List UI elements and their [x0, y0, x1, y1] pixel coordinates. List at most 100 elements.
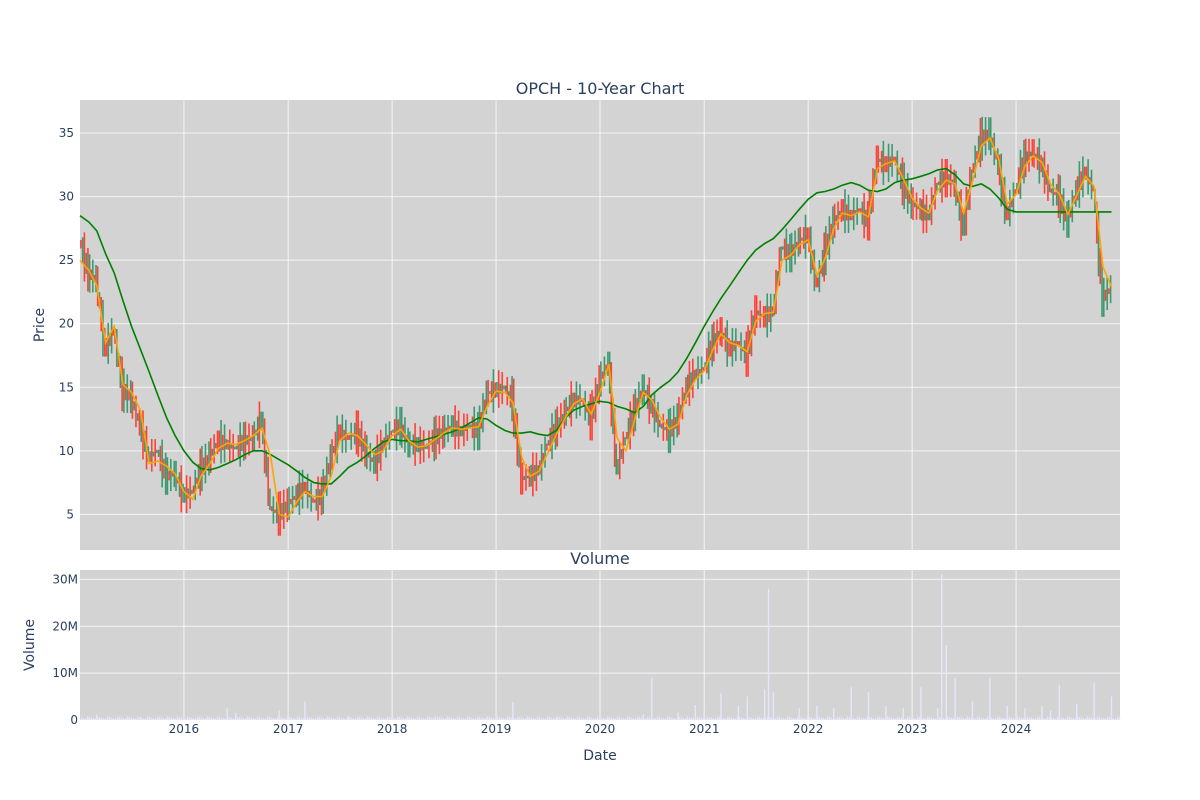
- volume-bar: [743, 718, 745, 720]
- volume-bar: [615, 718, 617, 720]
- volume-bar: [539, 717, 541, 720]
- volume-bar: [277, 716, 279, 720]
- volume-bar: [863, 718, 865, 720]
- volume-bar: [697, 716, 699, 720]
- volume-bar: [389, 717, 391, 720]
- volume-bar: [225, 718, 227, 720]
- volume-bar: [217, 716, 219, 720]
- volume-bar: [123, 718, 125, 720]
- volume-bar: [297, 716, 299, 720]
- volume-bar: [983, 718, 985, 720]
- volume-bar: [159, 717, 161, 720]
- volume-bar: [475, 718, 477, 720]
- volume-bar: [431, 717, 433, 720]
- volume-bar: [319, 717, 321, 720]
- volume-bar: [307, 716, 309, 720]
- volume-bar: [1071, 717, 1073, 720]
- volume-bar: [269, 717, 271, 720]
- volume-bar: [657, 716, 659, 720]
- volume-bar: [679, 717, 681, 720]
- volume-bar: [619, 717, 621, 720]
- volume-bar: [1047, 716, 1049, 720]
- volume-bar: [387, 716, 389, 720]
- volume-bar: [1091, 717, 1093, 720]
- volume-bar: [1057, 716, 1059, 720]
- volume-bar: [649, 717, 651, 720]
- y-tick-label: 25: [59, 253, 74, 267]
- volume-bar: [989, 677, 991, 720]
- volume-bar: [177, 716, 179, 720]
- volume-bar: [93, 718, 95, 720]
- volume-bar: [771, 717, 773, 720]
- volume-bar: [563, 718, 565, 720]
- volume-bar: [623, 718, 625, 720]
- volume-bar: [957, 716, 959, 720]
- volume-bar: [733, 718, 735, 720]
- volume-bar: [273, 718, 275, 720]
- volume-bar: [627, 716, 629, 720]
- volume-bar: [1093, 682, 1095, 720]
- volume-bar: [323, 718, 325, 720]
- volume-bar: [347, 716, 350, 720]
- volume-bar: [667, 716, 669, 720]
- volume-bar: [377, 716, 379, 720]
- volume-bar: [299, 717, 301, 720]
- volume-bar: [971, 701, 974, 720]
- volume-bar: [357, 716, 359, 720]
- volume-bar: [763, 689, 766, 720]
- volume-bar: [153, 718, 155, 720]
- volume-bar: [963, 718, 965, 720]
- volume-bar: [939, 717, 941, 720]
- price-y-tick-labels: 5 10 15 20 25 30 35: [59, 126, 74, 521]
- volume-bar: [569, 717, 571, 720]
- volume-bar: [1077, 716, 1079, 720]
- chart-title: OPCH - 10-Year Chart: [516, 79, 685, 98]
- volume-bar: [953, 718, 955, 720]
- volume-bar: [499, 717, 501, 720]
- volume-bar: [727, 716, 729, 720]
- volume-bar: [1063, 718, 1065, 720]
- volume-bar: [1013, 718, 1015, 720]
- volume-bar: [239, 717, 241, 720]
- volume-bar: [133, 718, 135, 720]
- y-tick-label: 10M: [52, 666, 78, 680]
- series-line-ma-short: [79, 136, 1113, 518]
- volume-bar: [731, 717, 733, 720]
- volume-bar: [349, 717, 351, 720]
- volume-bar: [1027, 716, 1029, 720]
- volume-bar: [899, 717, 901, 720]
- volume-bar: [407, 716, 409, 720]
- volume-bar: [949, 717, 951, 720]
- volume-bar: [677, 712, 679, 720]
- volume-bar: [867, 691, 870, 720]
- volume-bar: [959, 717, 961, 720]
- volume-bar: [1107, 716, 1109, 720]
- volume-bar: [325, 718, 327, 720]
- volume-bar: [1099, 717, 1101, 720]
- volume-bar: [675, 718, 677, 720]
- volume-bar: [385, 718, 387, 720]
- volume-bar: [1103, 718, 1105, 720]
- volume-bar: [885, 705, 887, 720]
- volume-bar: [1083, 718, 1085, 720]
- volume-bar: [1113, 718, 1115, 720]
- volume-bar: [293, 718, 295, 720]
- volume-bar: [517, 716, 519, 720]
- volume-bar: [567, 716, 569, 720]
- volume-bar: [113, 718, 115, 720]
- volume-bar: [1043, 718, 1045, 720]
- volume-bar: [403, 718, 405, 720]
- volume-bar: [149, 717, 151, 720]
- volume-bar: [746, 696, 748, 720]
- volume-bar: [203, 718, 205, 720]
- volume-bar: [491, 717, 493, 720]
- volume-bar: [143, 718, 145, 720]
- volume-bar: [639, 717, 641, 720]
- volume-bar: [767, 588, 770, 720]
- volume-bar: [669, 717, 671, 720]
- volume-bar: [511, 717, 513, 720]
- volume-bar: [267, 716, 269, 720]
- volume-bar: [1011, 717, 1013, 720]
- volume-bar: [497, 716, 499, 720]
